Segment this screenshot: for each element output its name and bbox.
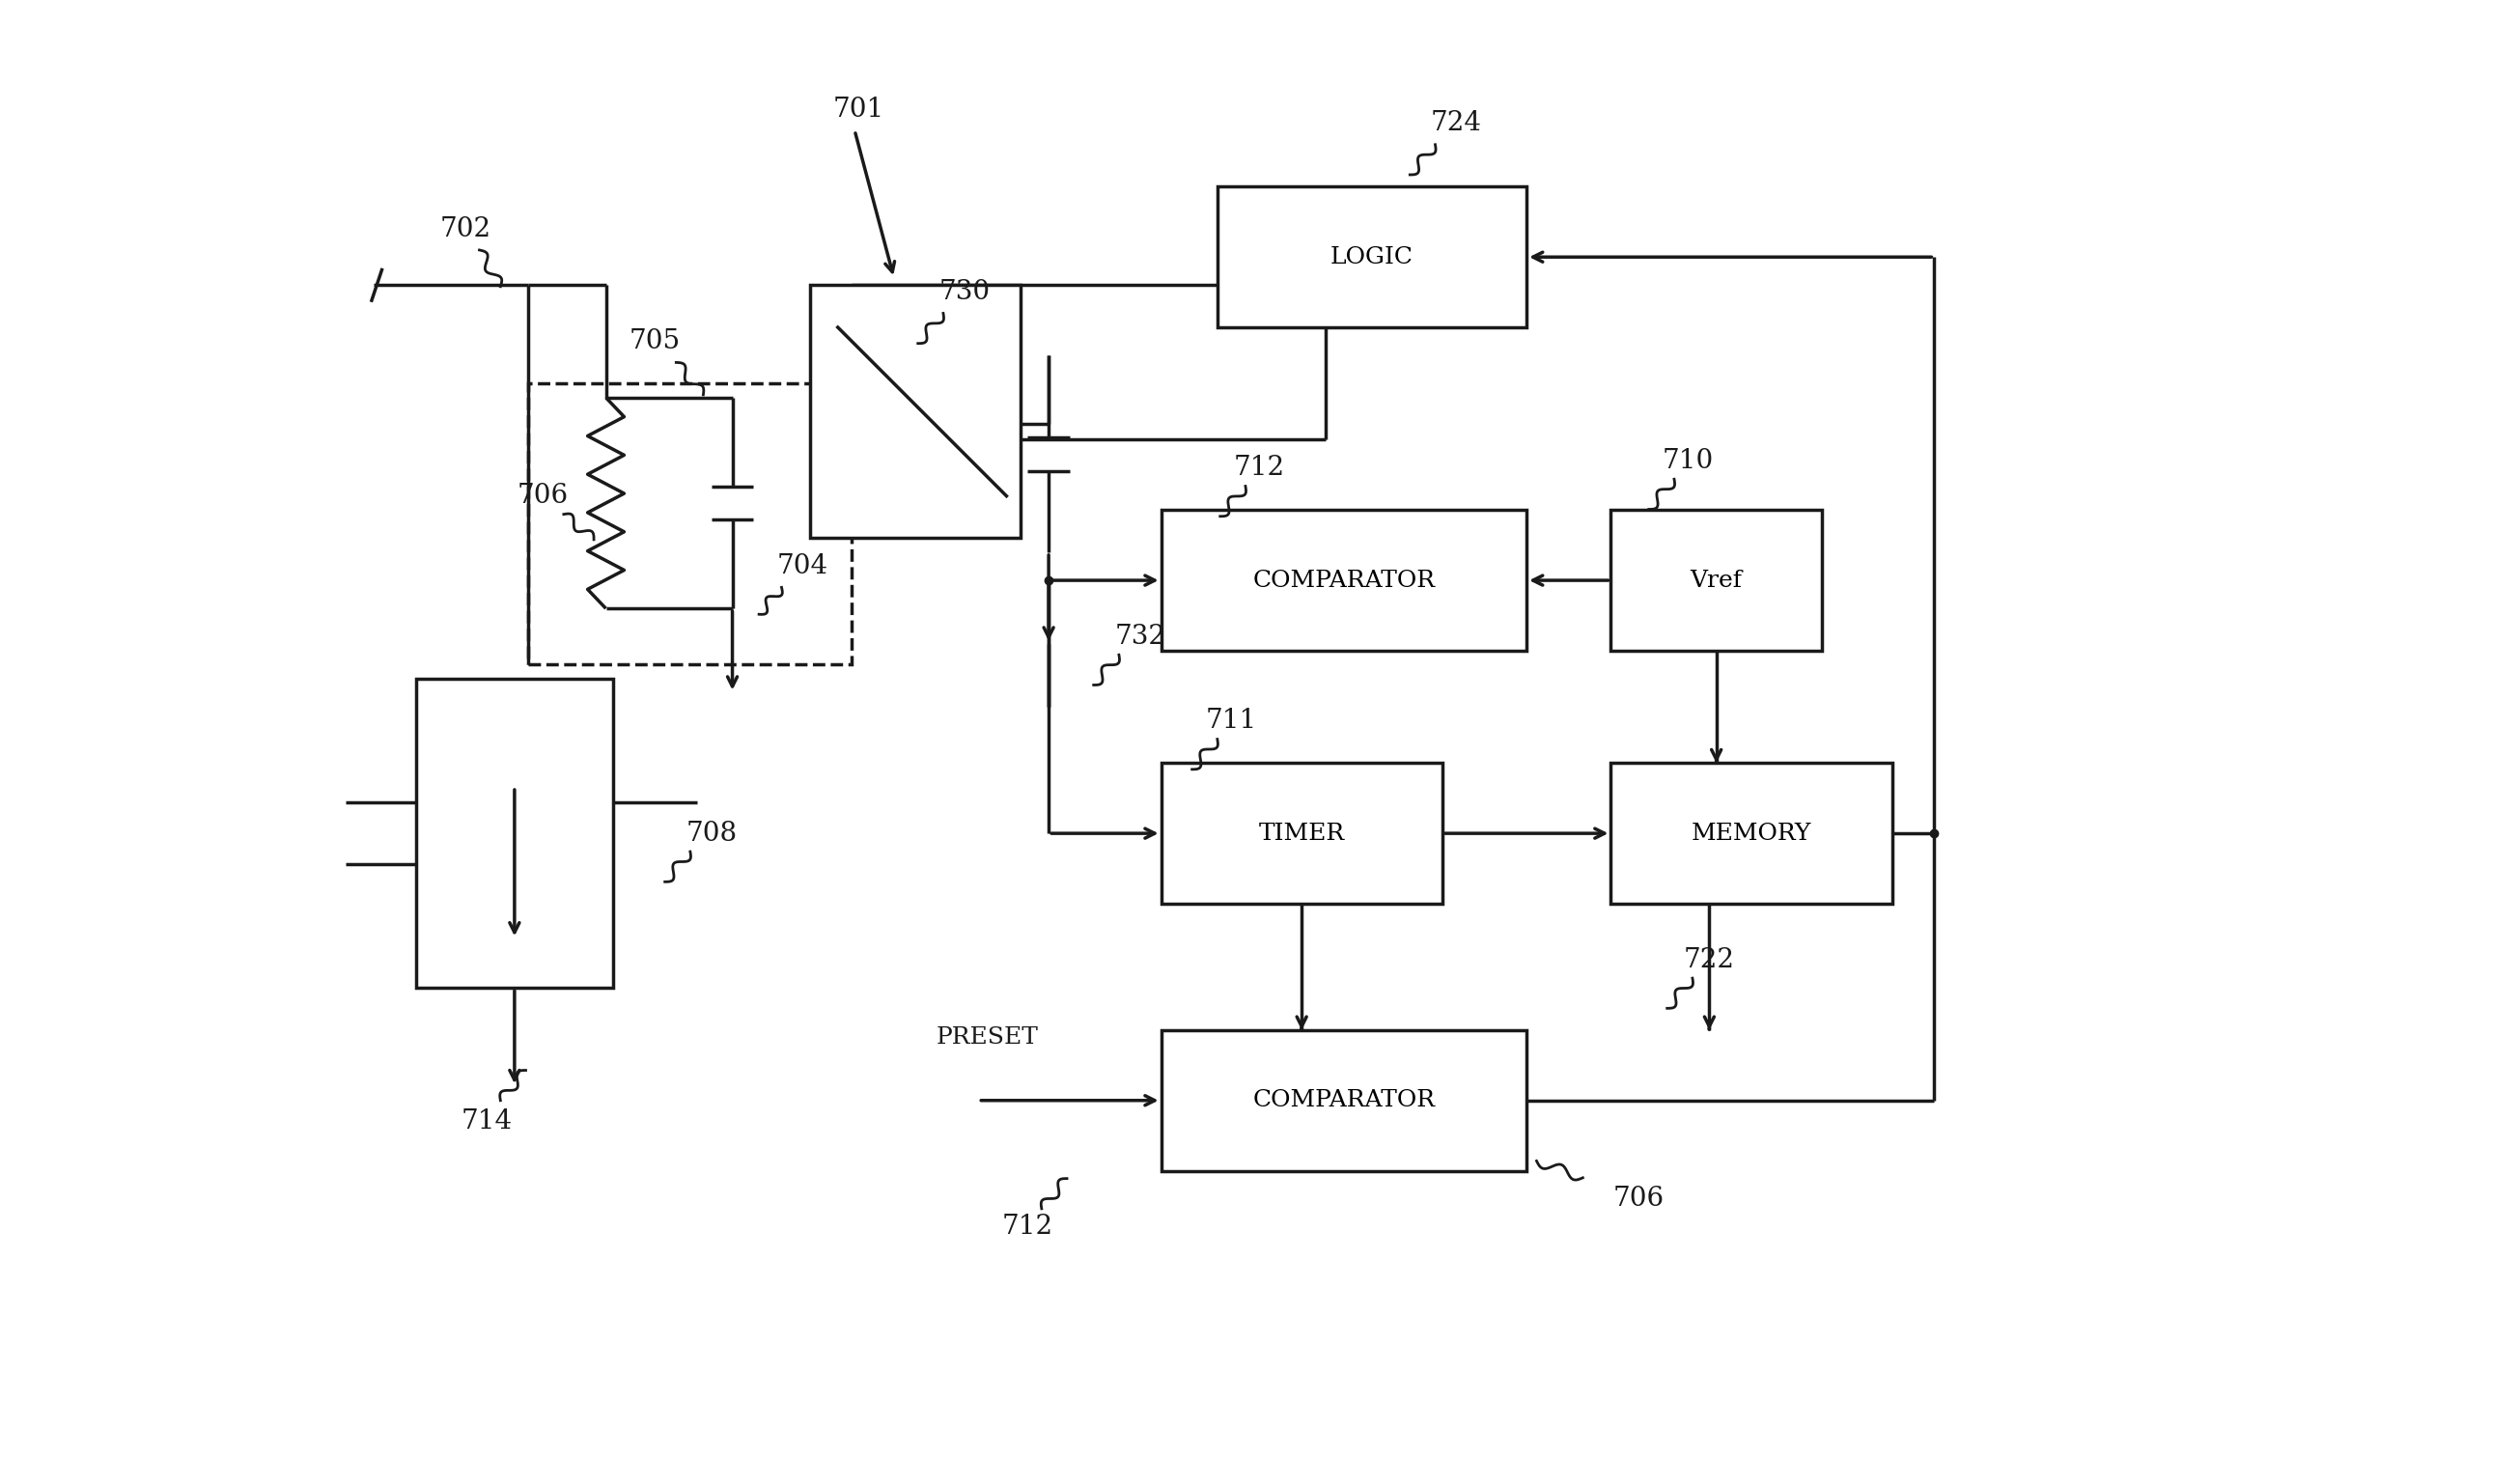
Text: 702: 702 — [441, 215, 491, 242]
Bar — [1161, 763, 1443, 904]
Text: 706: 706 — [516, 482, 569, 509]
Text: 708: 708 — [685, 821, 738, 846]
Text: 732: 732 — [1113, 623, 1166, 650]
Text: Vref: Vref — [1690, 570, 1743, 592]
Bar — [416, 678, 612, 988]
Text: COMPARATOR: COMPARATOR — [1252, 1089, 1436, 1112]
Bar — [1161, 510, 1527, 650]
Text: 724: 724 — [1431, 110, 1481, 137]
Bar — [529, 383, 851, 665]
Text: 704: 704 — [776, 554, 829, 579]
Text: 714: 714 — [461, 1109, 511, 1135]
Text: 711: 711 — [1207, 708, 1257, 735]
Text: PRESET: PRESET — [937, 1025, 1038, 1048]
Text: MEMORY: MEMORY — [1690, 822, 1811, 844]
Text: 712: 712 — [1234, 456, 1285, 481]
Text: 730: 730 — [940, 279, 990, 306]
Text: COMPARATOR: COMPARATOR — [1252, 570, 1436, 592]
Text: TIMER: TIMER — [1260, 822, 1345, 844]
Bar — [1217, 187, 1527, 328]
Text: 712: 712 — [1003, 1214, 1053, 1241]
Bar — [1161, 1030, 1527, 1171]
Bar — [809, 285, 1020, 539]
Bar — [1612, 510, 1821, 650]
Text: 710: 710 — [1663, 448, 1713, 473]
Text: 701: 701 — [834, 96, 884, 123]
Text: 706: 706 — [1612, 1186, 1665, 1212]
Text: 705: 705 — [630, 328, 680, 355]
Text: LOGIC: LOGIC — [1330, 246, 1413, 269]
Text: 722: 722 — [1683, 947, 1736, 974]
Bar — [1612, 763, 1892, 904]
